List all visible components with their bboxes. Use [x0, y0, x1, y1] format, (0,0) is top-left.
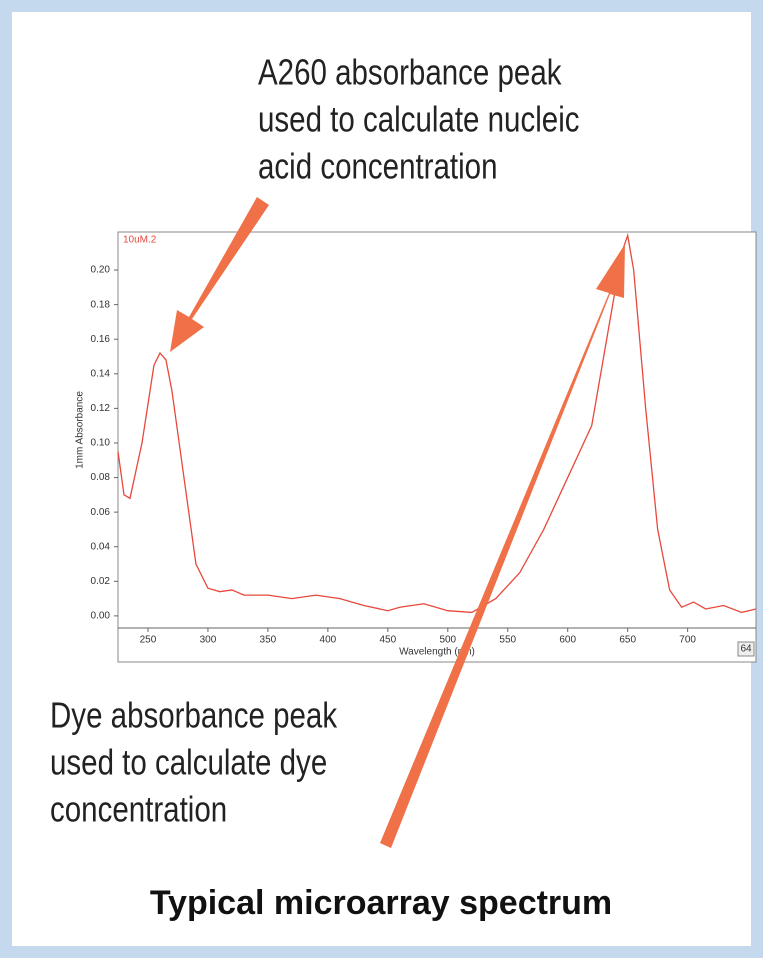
chart-box — [117, 231, 757, 663]
x-tick-label: 650 — [619, 635, 636, 646]
annotation: concentration — [50, 789, 227, 829]
y-tick-label: 0.08 — [91, 472, 111, 483]
y-tick-label: 0.14 — [91, 368, 111, 379]
annotation: A260 absorbance peak — [258, 52, 562, 92]
y-tick-label: 0.02 — [91, 576, 111, 587]
corner-label: 64 — [740, 644, 752, 655]
annotation: used to calculate dye — [50, 742, 327, 782]
chart: A260 absorbance peak used to calculate nu… — [50, 52, 757, 829]
annotation: used to calculate nucleic — [258, 99, 580, 139]
y-tick-label: 0.00 — [91, 611, 111, 622]
x-tick-label: 500 — [439, 635, 456, 646]
title: Typical microarray spectrum — [150, 884, 612, 922]
x-tick-label: 400 — [320, 635, 337, 646]
y-tick-label: 0.18 — [91, 299, 111, 310]
annotation: Dye absorbance peak — [50, 695, 338, 735]
y-tick-label: 0.04 — [91, 541, 111, 552]
series-line — [117, 232, 757, 614]
arrow — [170, 197, 269, 352]
legend-label: 10uM.2 — [123, 235, 157, 246]
y-tick-label: 0.16 — [91, 334, 111, 345]
arrow — [380, 244, 625, 848]
x-tick-label: 300 — [200, 635, 217, 646]
x-axis-label: Wavelength (nm) — [399, 647, 475, 658]
x-tick-label: 600 — [559, 635, 576, 646]
y-tick-label: 0.10 — [91, 438, 111, 449]
y-tick-label: 0.20 — [91, 265, 111, 276]
corner-button — [737, 641, 755, 657]
x-tick-label: 700 — [679, 635, 696, 646]
x-tick-label: 350 — [260, 635, 277, 646]
y-tick-label: 0.06 — [91, 507, 111, 518]
x-tick-label: 550 — [499, 635, 516, 646]
y-tick-label: 0.12 — [91, 403, 111, 414]
annotation: acid concentration — [258, 146, 497, 186]
x-tick-label: 250 — [140, 635, 157, 646]
x-tick-label: 450 — [379, 635, 396, 646]
y-axis-label: 1mm Absorbance — [75, 391, 86, 469]
